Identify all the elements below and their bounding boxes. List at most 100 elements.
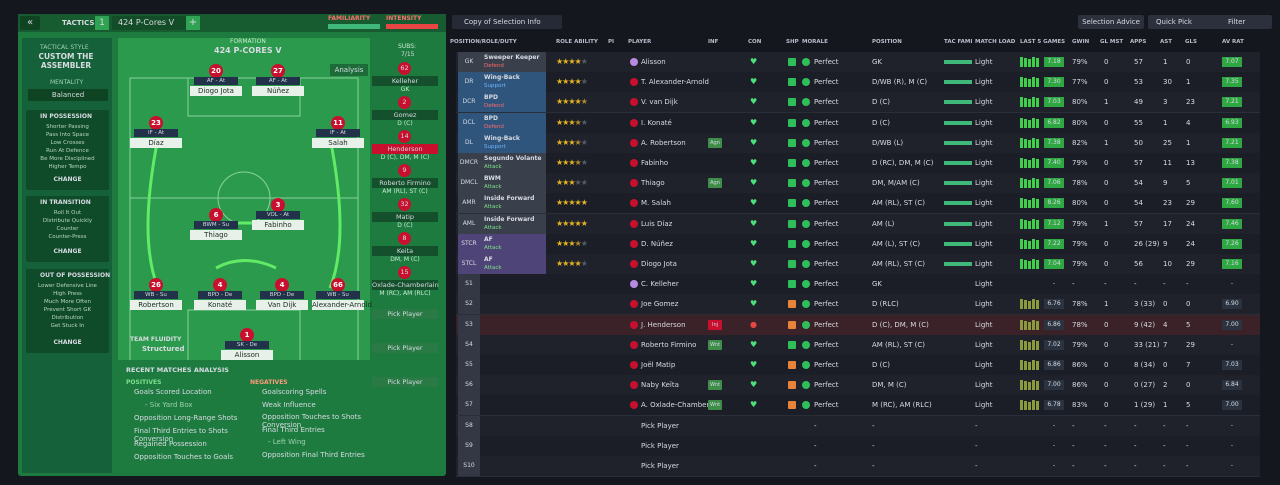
sub-slot[interactable]: 9 Roberto Firmino AM (RL), ST (C): [372, 164, 440, 195]
sub-slot[interactable]: 2 Gomez D (C): [372, 96, 440, 127]
last-5-rating: 7.38: [1044, 137, 1064, 148]
stat-gls: 24: [1186, 219, 1195, 228]
player-slot[interactable]: 26 WB - Su Robertson: [128, 278, 184, 312]
sub-slot[interactable]: 15 Oxlade-Chamberlain M (RC), AM (RLC): [372, 266, 440, 297]
view-select[interactable]: Copy of Selection Info: [452, 15, 562, 29]
player-slot[interactable]: 11 IF - At Salah: [310, 116, 366, 150]
back-button[interactable]: «: [20, 16, 40, 30]
table-row[interactable]: S8 Pick Player - - - - - - - - - -: [456, 415, 1260, 437]
table-row[interactable]: STCL AF Attack ★★★★★ Diogo Jota ♥ Perfect AM (R…: [456, 254, 1260, 275]
stat-apps: 54: [1134, 179, 1143, 188]
tac-fami: [944, 181, 972, 186]
table-row[interactable]: S5 Joël Matip ♥ Perfect D (C) Light 6.86 86% 0 8 …: [456, 355, 1260, 376]
average-rating: -: [1230, 340, 1234, 348]
table-row[interactable]: S1 C. Kelleher ♥ Perfect GK Light - - - - - - -: [456, 274, 1260, 296]
player-slot[interactable]: 66 WB - Su Alexander-Arnold: [310, 278, 372, 312]
match-load: Light: [975, 320, 993, 329]
sub-slot[interactable]: 14 Henderson D (C), DM, M (C): [372, 130, 440, 161]
table-row[interactable]: AML Inside Forward Attack ★★★★★ Luis Díaz ♥ Pe…: [456, 213, 1260, 235]
tac-fami: [944, 201, 972, 206]
stat-apps: 57: [1134, 219, 1143, 228]
filter[interactable]: Filter: [1222, 15, 1272, 29]
slot[interactable]: 1: [95, 16, 109, 30]
table-row[interactable]: S10 Pick Player - - - - - - - - - -: [456, 456, 1260, 477]
player-slot[interactable]: 27 AF - At Núñez: [250, 64, 306, 98]
player-slot[interactable]: 4 BPD - De Konaté: [192, 278, 248, 312]
stat-gl-mst: 0: [1104, 199, 1109, 208]
condition: ♥: [750, 299, 758, 309]
table-row[interactable]: STCR AF Attack ★★★★★ D. Núñez ♥ Perfect AM (L),…: [456, 233, 1260, 255]
tac-fami: [944, 221, 972, 226]
tactic-name[interactable]: 424 P-Cores V: [112, 16, 190, 30]
stat-apps: -: [1134, 462, 1137, 470]
change-button[interactable]: CHANGE: [53, 339, 82, 346]
instruction: High Press: [53, 291, 82, 297]
add-tactic[interactable]: +: [186, 16, 200, 30]
sub-slot[interactable]: Pick Player: [372, 300, 440, 330]
table-row[interactable]: GK Sweeper Keeper Defend ★★★★★ Alisson ♥ Perfe…: [456, 52, 1260, 73]
shirt-number: 23: [149, 116, 163, 130]
player-slot[interactable]: 4 BPD - De Van Dijk: [254, 278, 310, 312]
role-duty: WB - Su: [134, 291, 178, 299]
morale-icon: [802, 239, 810, 248]
table-row[interactable]: S7 A. Oxlade-Chamberlain Wnt ♥ Perfect M (RC)…: [456, 395, 1260, 417]
table-row[interactable]: DMCL BWM Attack ★★★★★ Thiago Agn ♥ Perfect DM, M…: [456, 173, 1260, 195]
stat-apps: 50: [1134, 138, 1143, 147]
form-bar: [1020, 259, 1023, 269]
table-row[interactable]: DMCR Segundo Volante Attack ★★★★★ Fabinho ♥ Pe…: [456, 153, 1260, 174]
last-5-rating: 7.00: [1044, 380, 1064, 391]
stat-ast: 30: [1163, 78, 1172, 87]
stat-gls: 5: [1186, 320, 1191, 329]
change-button[interactable]: CHANGE: [53, 176, 82, 183]
section-title: IN POSSESSION: [40, 113, 93, 120]
table-row[interactable]: S2 Joe Gomez ♥ Perfect D (RLC) Light 6.76 78% 1 3…: [456, 294, 1260, 316]
table-row[interactable]: AMR Inside Forward Attack ★★★★★ M. Salah ♥ Per…: [456, 193, 1260, 215]
stat-ast: 23: [1163, 199, 1172, 208]
player-slot[interactable]: 1 SK - De Alisson: [219, 328, 275, 362]
form-bar: [1028, 139, 1031, 148]
table-row[interactable]: S3 J. Henderson Inj ● Perfect D (C), DM, M (C…: [456, 314, 1260, 336]
column-header: GL MST: [1100, 39, 1124, 45]
table-row[interactable]: DCL BPD Defend ★★★★★ I. Konaté ♥ Perfect D (C) L…: [456, 112, 1260, 134]
last-5-rating: 7.18: [1044, 57, 1064, 67]
change-button[interactable]: CHANGE: [53, 248, 82, 255]
negative: Weak Influence: [262, 400, 316, 409]
average-rating: -: [1230, 441, 1234, 449]
player-slot[interactable]: 23 IF - At Díaz: [128, 116, 184, 150]
role: AF: [484, 256, 493, 263]
sub-slot[interactable]: 32 Matip D (C): [372, 198, 440, 229]
player-slot[interactable]: 20 AF - At Diogo Jota: [188, 64, 244, 98]
form-bar: [1036, 260, 1039, 269]
morale: -: [814, 421, 817, 430]
player-slot[interactable]: 3 VOL - At Fabinho: [250, 198, 306, 232]
average-rating: 7.46: [1222, 218, 1242, 229]
formation-name[interactable]: 424 P-CORES V: [214, 46, 282, 55]
average-rating: 7.00: [1222, 319, 1242, 330]
table-row[interactable]: DR Wing-Back Support ★★★★★ T. Alexander-Arno…: [456, 72, 1260, 94]
stat-gl-mst: -: [1104, 421, 1107, 430]
selection-advice[interactable]: Selection Advice: [1078, 15, 1144, 29]
sub-slot[interactable]: 62 Kelleher GK: [372, 62, 440, 93]
role-cell: [480, 193, 546, 214]
table-row[interactable]: DL Wing-Back Support ★★★★★ A. Robertson Agn ♥ P…: [456, 132, 1260, 154]
player-slot[interactable]: 6 BWM - Su Thiago: [188, 208, 244, 242]
sub-slot[interactable]: 8 Keita DM, M (C): [372, 232, 440, 263]
table-row[interactable]: S4 Roberto Firmino Wnt ♥ Perfect AM (RL), ST …: [456, 334, 1260, 356]
stat-gls: 5: [1186, 179, 1191, 188]
table-row[interactable]: S6 Naby Keïta Wnt ♥ Perfect DM, M (C) Light 7.0…: [456, 375, 1260, 397]
average-rating: -: [1230, 462, 1234, 469]
sub-name: Keita: [372, 246, 438, 256]
sharpness: [788, 179, 796, 188]
style-name[interactable]: CUSTOM THE ASSEMBLER: [38, 52, 94, 70]
analysis-button[interactable]: Analysis: [330, 64, 368, 76]
table-row[interactable]: DCR BPD Defend ★★★★★ V. van Dijk ♥ Perfect D (C…: [456, 92, 1260, 114]
quick-pick[interactable]: Quick Pick: [1148, 15, 1226, 29]
morale: Perfect: [814, 300, 839, 309]
influence: Wnt: [708, 380, 722, 391]
instruction: Roll It Out: [53, 210, 82, 216]
mentality[interactable]: Balanced: [28, 89, 108, 101]
table-row[interactable]: S9 Pick Player - - - - - - - - - -: [456, 435, 1260, 457]
sub-slot[interactable]: Pick Player: [372, 368, 440, 398]
player-name: C. Kelleher: [641, 280, 679, 289]
sub-slot[interactable]: Pick Player: [372, 334, 440, 364]
